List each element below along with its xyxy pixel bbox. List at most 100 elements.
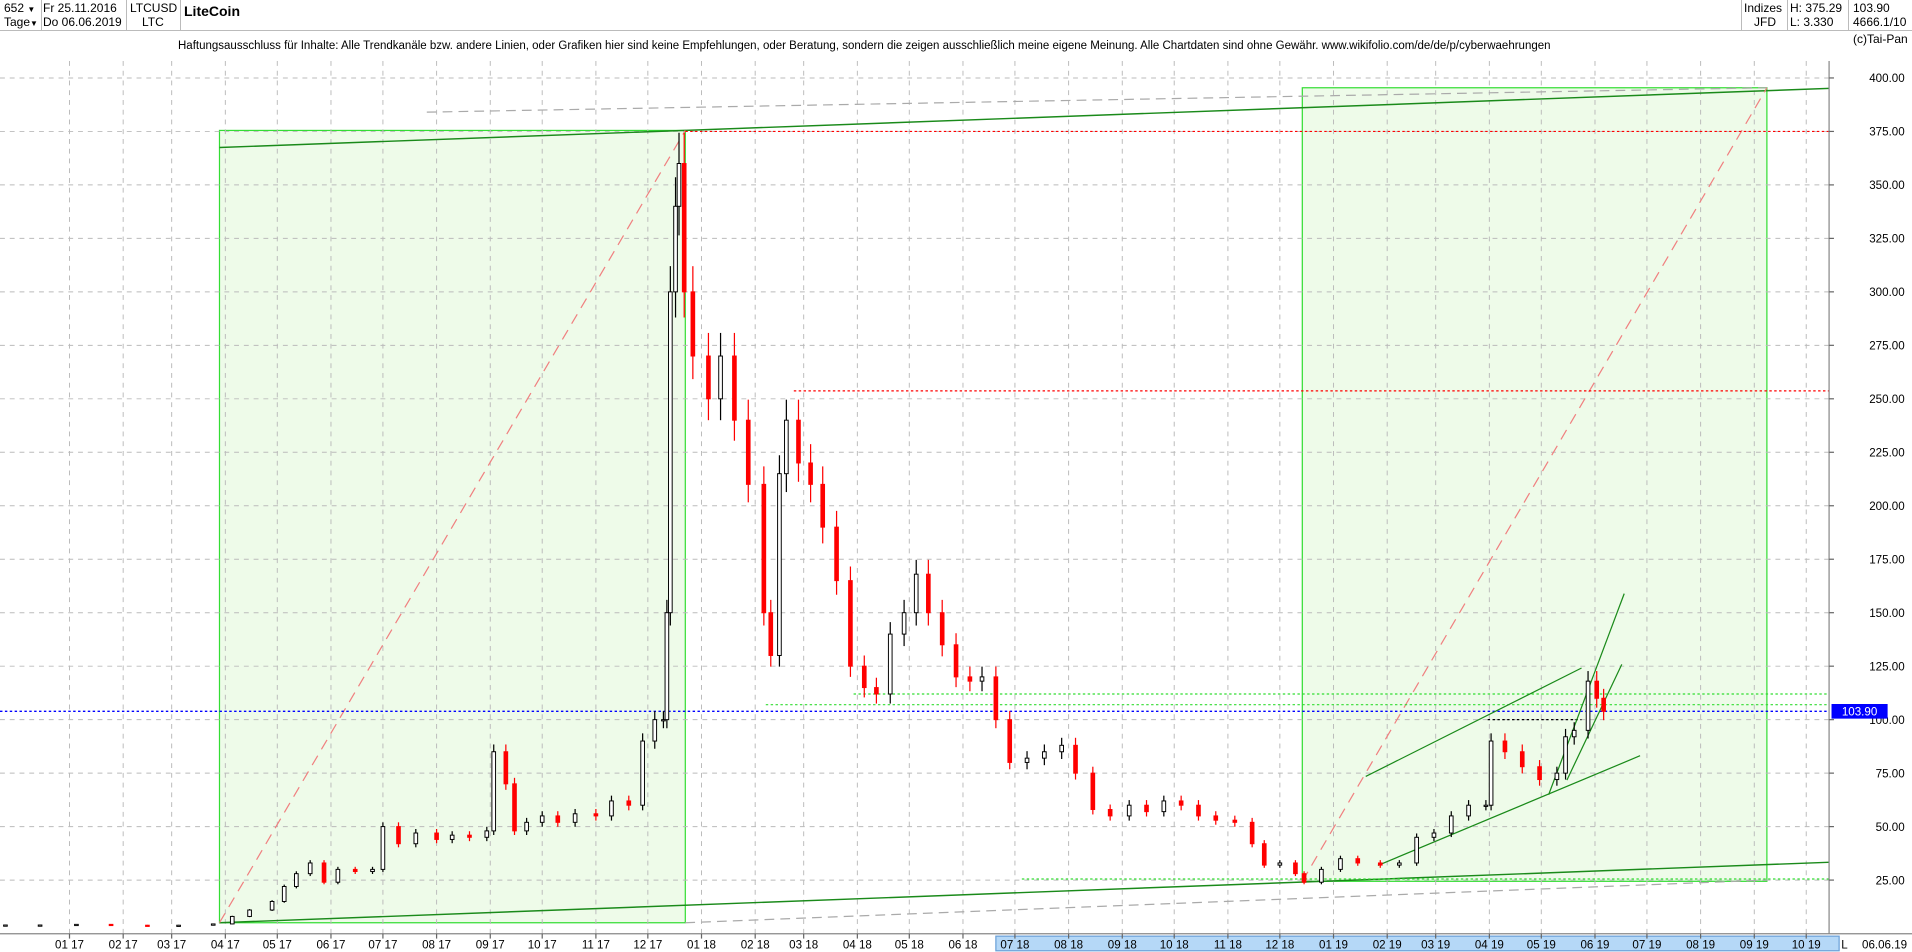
date-to[interactable]: Do 06.06.2019: [43, 15, 122, 29]
candle[interactable]: [1448, 815, 1454, 834]
candle[interactable]: [652, 719, 658, 742]
candle[interactable]: [1073, 744, 1078, 774]
candle[interactable]: [37, 924, 43, 927]
time-scroll-selection[interactable]: [995, 935, 1840, 952]
candle[interactable]: [979, 676, 985, 682]
candle[interactable]: [668, 291, 673, 614]
candle[interactable]: [294, 873, 299, 887]
candle[interactable]: [176, 924, 181, 927]
channel-lower[interactable]: [1377, 755, 1641, 867]
candle[interactable]: [1277, 862, 1283, 866]
candle[interactable]: [732, 355, 737, 421]
candle[interactable]: [1024, 757, 1030, 763]
candle[interactable]: [321, 862, 327, 883]
candle[interactable]: [396, 826, 401, 845]
candle[interactable]: [1571, 729, 1577, 738]
candle[interactable]: [229, 915, 235, 925]
candle[interactable]: [768, 612, 774, 656]
candle[interactable]: [74, 923, 79, 927]
candle[interactable]: [1483, 804, 1489, 807]
candle[interactable]: [761, 483, 767, 614]
candle[interactable]: [609, 800, 614, 817]
candle[interactable]: [593, 813, 599, 817]
candle[interactable]: [413, 832, 419, 845]
candle[interactable]: [676, 163, 682, 207]
candle[interactable]: [1537, 766, 1542, 781]
candle[interactable]: [887, 633, 893, 695]
upper-trendline[interactable]: [219, 84, 1912, 149]
candle[interactable]: [796, 419, 801, 464]
gray-dashed-line[interactable]: [685, 879, 1767, 924]
candle[interactable]: [848, 580, 853, 667]
candle[interactable]: [247, 909, 252, 917]
candle[interactable]: [913, 573, 919, 614]
candle[interactable]: [901, 612, 907, 635]
candle[interactable]: [1397, 862, 1402, 866]
steep-trendline[interactable]: [1566, 664, 1623, 781]
candle[interactable]: [335, 868, 341, 883]
candle[interactable]: [380, 826, 386, 870]
candle[interactable]: [626, 800, 632, 806]
red-dashed-diagonal[interactable]: [218, 130, 686, 924]
candle[interactable]: [1144, 804, 1149, 813]
candle[interactable]: [834, 526, 839, 582]
candle[interactable]: [1502, 740, 1508, 753]
candle[interactable]: [1594, 680, 1600, 699]
candle[interactable]: [1563, 736, 1568, 774]
candle[interactable]: [1554, 772, 1560, 781]
channel-upper[interactable]: [1365, 667, 1582, 778]
candle[interactable]: [491, 751, 497, 832]
candle[interactable]: [784, 419, 789, 475]
candle[interactable]: [434, 832, 439, 840]
candle[interactable]: [108, 923, 114, 927]
candle[interactable]: [512, 783, 517, 832]
candle[interactable]: [1301, 873, 1307, 883]
candle[interactable]: [1601, 697, 1606, 712]
candle[interactable]: [352, 868, 358, 873]
candle[interactable]: [1059, 744, 1064, 753]
candle[interactable]: [820, 483, 826, 528]
gray-dashed-line[interactable]: [426, 87, 1767, 113]
candle[interactable]: [467, 834, 472, 838]
candle[interactable]: [1431, 832, 1437, 838]
candle[interactable]: [808, 462, 813, 485]
candle[interactable]: [503, 751, 509, 785]
candle[interactable]: [1007, 719, 1013, 763]
candle[interactable]: [1042, 751, 1047, 759]
candle[interactable]: [1293, 862, 1298, 875]
candle[interactable]: [1519, 751, 1525, 768]
candle[interactable]: [210, 923, 216, 926]
candle[interactable]: [524, 821, 529, 832]
candle[interactable]: [370, 868, 375, 873]
candle[interactable]: [967, 676, 973, 682]
candle[interactable]: [745, 419, 751, 485]
candle[interactable]: [1338, 858, 1343, 870]
candle[interactable]: [307, 862, 313, 875]
candle[interactable]: [664, 612, 670, 721]
candle[interactable]: [993, 676, 999, 721]
candle[interactable]: [1414, 836, 1419, 864]
candle[interactable]: [145, 924, 150, 927]
candle[interactable]: [861, 665, 867, 689]
candle[interactable]: [681, 163, 687, 293]
candle[interactable]: [1488, 740, 1494, 806]
candle[interactable]: [1090, 772, 1096, 810]
candle[interactable]: [1466, 804, 1471, 817]
candle[interactable]: [953, 644, 959, 678]
candle[interactable]: [640, 740, 645, 806]
candle[interactable]: [673, 205, 678, 293]
candle[interactable]: [690, 291, 696, 357]
candle[interactable]: [1161, 800, 1167, 813]
candle[interactable]: [1319, 868, 1324, 883]
candle[interactable]: [449, 834, 455, 840]
candle[interactable]: [706, 355, 711, 400]
candle[interactable]: [777, 473, 782, 656]
lower-trendline[interactable]: [219, 861, 1842, 924]
candle[interactable]: [281, 886, 287, 902]
candle[interactable]: [926, 573, 931, 614]
period-dropdown[interactable]: Tage▼: [4, 15, 38, 31]
candle[interactable]: [269, 900, 275, 911]
candle[interactable]: [1107, 809, 1113, 817]
candle[interactable]: [1377, 862, 1383, 866]
